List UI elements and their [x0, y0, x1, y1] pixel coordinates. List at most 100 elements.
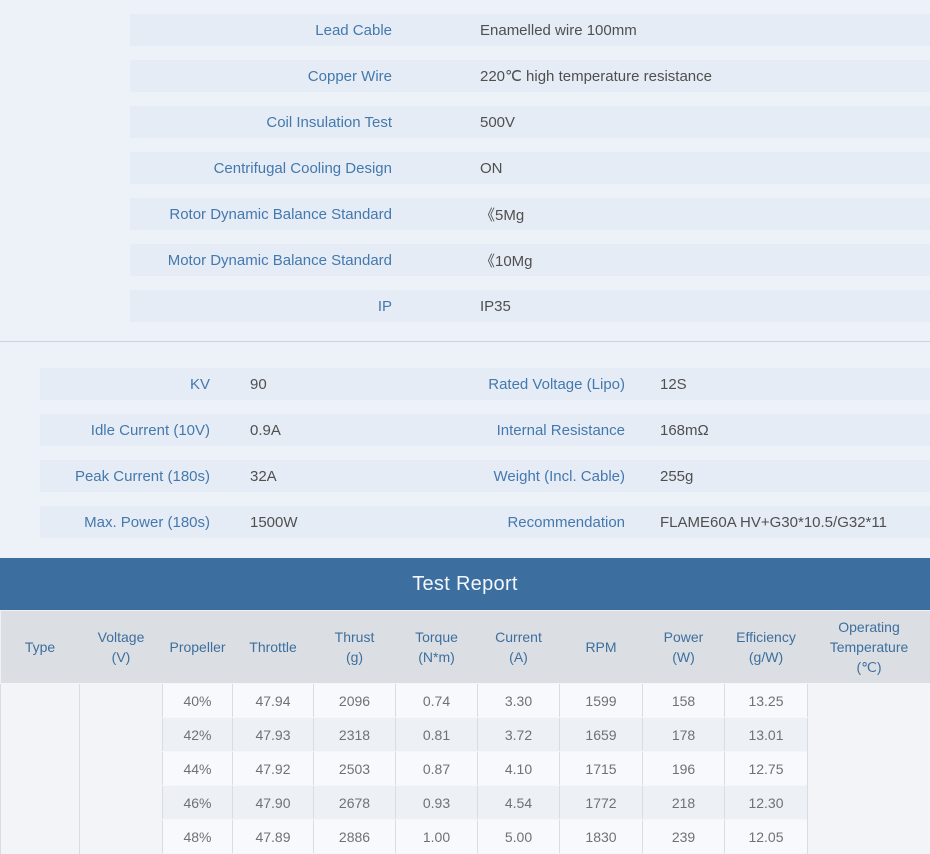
spec-value: 《10Mg: [480, 250, 533, 271]
spec-label: Motor Dynamic Balance Standard: [130, 252, 392, 269]
spec-value: FLAME60A HV+G30*10.5/G32*11: [660, 514, 887, 531]
table-cell: 239: [643, 820, 725, 854]
col-header-rpm: RPM: [560, 611, 643, 684]
table-cell: 12.75: [725, 752, 808, 786]
table-cell: 13.25: [725, 684, 808, 718]
table-cell: 1659: [560, 718, 643, 752]
spec-row-peak-current-weight: Peak Current (180s) 32A Weight (Incl. Ca…: [40, 460, 930, 492]
spec-value: ON: [480, 160, 503, 177]
table-cell: 4.54: [478, 786, 560, 820]
spec-value: 0.9A: [250, 422, 420, 439]
spec-row-copper-wire: Copper Wire 220℃ high temperature resist…: [130, 60, 930, 92]
table-row: 40% 47.94 2096 0.74 3.30 1599 158 13.25: [1, 684, 930, 718]
table-cell: 5.00: [478, 820, 560, 854]
table-cell: 4.10: [478, 752, 560, 786]
spec-label: Recommendation: [420, 514, 625, 531]
spec-label: Copper Wire: [130, 68, 392, 85]
col-header-operating-temperature: Operating Temperature (℃): [808, 611, 930, 684]
spec-row-coil-insulation: Coil Insulation Test 500V: [130, 106, 930, 138]
table-cell: 13.01: [725, 718, 808, 752]
table-cell: 3.72: [478, 718, 560, 752]
primary-spec-section: Lead Cable Enamelled wire 100mm Copper W…: [0, 0, 930, 342]
table-cell: 218: [643, 786, 725, 820]
spec-label: Weight (Incl. Cable): [420, 468, 625, 485]
spec-label: Peak Current (180s): [40, 468, 210, 485]
spec-label: Max. Power (180s): [40, 514, 210, 531]
spec-value: 《5Mg: [480, 204, 524, 225]
spec-label: Coil Insulation Test: [130, 114, 392, 131]
spec-label: IP: [130, 298, 392, 315]
spec-value: 168mΩ: [660, 422, 709, 439]
table-cell: 0.93: [396, 786, 478, 820]
spec-row-motor-balance: Motor Dynamic Balance Standard 《10Mg: [130, 244, 930, 276]
table-cell: 47.90: [233, 786, 314, 820]
table-cell: 3.30: [478, 684, 560, 718]
table-cell: 2318: [314, 718, 396, 752]
spec-value: 220℃ high temperature resistance: [480, 67, 712, 85]
spec-value: 500V: [480, 114, 515, 131]
spec-value: 90: [250, 376, 420, 393]
merged-cell-voltage: [80, 684, 163, 854]
col-header-propeller: Propeller: [163, 611, 233, 684]
spec-row-idle-current-resistance: Idle Current (10V) 0.9A Internal Resista…: [40, 414, 930, 446]
merged-cell-type: [1, 684, 80, 854]
spec-label: Rotor Dynamic Balance Standard: [130, 206, 392, 223]
table-cell: 12.30: [725, 786, 808, 820]
table-cell: 1599: [560, 684, 643, 718]
spec-row-kv-voltage: KV 90 Rated Voltage (Lipo) 12S: [40, 368, 930, 400]
table-cell: 2096: [314, 684, 396, 718]
spec-label: Rated Voltage (Lipo): [420, 376, 625, 393]
table-cell: 2503: [314, 752, 396, 786]
test-report-banner: Test Report: [0, 558, 930, 610]
table-cell: 42%: [163, 718, 233, 752]
spec-value: 32A: [250, 468, 420, 485]
spec-row-centrifugal-cooling: Centrifugal Cooling Design ON: [130, 152, 930, 184]
table-cell: 12.05: [725, 820, 808, 854]
secondary-spec-section: KV 90 Rated Voltage (Lipo) 12S Idle Curr…: [0, 342, 930, 558]
col-header-type: Type: [1, 611, 80, 684]
spec-label: Internal Resistance: [420, 422, 625, 439]
spec-value: 12S: [660, 376, 687, 393]
table-cell: 44%: [163, 752, 233, 786]
table-cell: 178: [643, 718, 725, 752]
table-cell: 1.00: [396, 820, 478, 854]
table-cell: 48%: [163, 820, 233, 854]
col-header-throttle: Throttle: [233, 611, 314, 684]
col-header-current: Current (A): [478, 611, 560, 684]
col-header-thrust: Thrust (g): [314, 611, 396, 684]
merged-cell-operating-temperature: [808, 684, 930, 854]
col-header-voltage: Voltage (V): [80, 611, 163, 684]
spec-value: 1500W: [250, 514, 420, 531]
spec-row-lead-cable: Lead Cable Enamelled wire 100mm: [130, 14, 930, 46]
spec-label: Lead Cable: [130, 22, 392, 39]
table-cell: 1830: [560, 820, 643, 854]
table-cell: 196: [643, 752, 725, 786]
table-cell: 0.87: [396, 752, 478, 786]
col-header-efficiency: Efficiency (g/W): [725, 611, 808, 684]
table-cell: 1715: [560, 752, 643, 786]
table-cell: 47.94: [233, 684, 314, 718]
table-cell: 2886: [314, 820, 396, 854]
table-cell: 1772: [560, 786, 643, 820]
table-header-row: Type Voltage (V) Propeller Throttle Thru…: [1, 611, 930, 684]
spec-row-max-power-recommendation: Max. Power (180s) 1500W Recommendation F…: [40, 506, 930, 538]
table-cell: 47.89: [233, 820, 314, 854]
table-cell: 46%: [163, 786, 233, 820]
test-report-table: Type Voltage (V) Propeller Throttle Thru…: [0, 611, 930, 854]
spec-value: Enamelled wire 100mm: [480, 22, 637, 39]
table-cell: 0.74: [396, 684, 478, 718]
spec-label: KV: [40, 376, 210, 393]
table-cell: 47.93: [233, 718, 314, 752]
col-header-torque: Torque (N*m): [396, 611, 478, 684]
table-cell: 40%: [163, 684, 233, 718]
table-cell: 2678: [314, 786, 396, 820]
spec-label: Idle Current (10V): [40, 422, 210, 439]
spec-row-rotor-balance: Rotor Dynamic Balance Standard 《5Mg: [130, 198, 930, 230]
spec-row-ip: IP IP35: [130, 290, 930, 322]
spec-value: IP35: [480, 298, 511, 315]
spec-label: Centrifugal Cooling Design: [130, 160, 392, 177]
col-header-power: Power (W): [643, 611, 725, 684]
table-cell: 47.92: [233, 752, 314, 786]
table-cell: 0.81: [396, 718, 478, 752]
table-cell: 158: [643, 684, 725, 718]
